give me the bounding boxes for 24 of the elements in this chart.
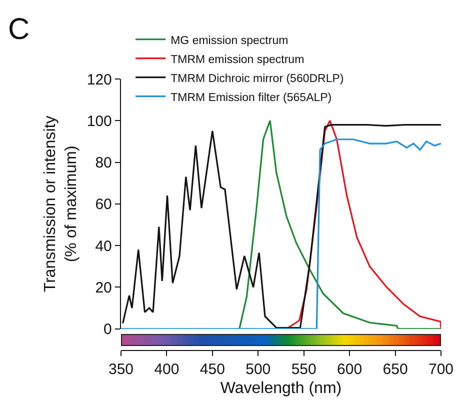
x-tick-label: 400 xyxy=(154,361,180,378)
y-tick-label: 0 xyxy=(104,321,112,338)
x-tick-label: 700 xyxy=(428,361,454,378)
legend-label: TMRM emission spectrum xyxy=(170,54,304,66)
y-axis-title: Transmission or intensity (% of maximum) xyxy=(42,116,80,292)
x-tick-label: 650 xyxy=(382,361,408,378)
line-series xyxy=(286,120,441,329)
y-tick-label: 100 xyxy=(86,112,112,130)
x-tick-label: 600 xyxy=(337,361,362,378)
legend-label: TMRM Dichroic mirror (560DRLP) xyxy=(170,72,344,85)
x-tick-label: 450 xyxy=(200,361,225,378)
text: C xyxy=(8,13,30,46)
y-tick-label: 120 xyxy=(86,71,112,88)
x-axis-title: Wavelength (nm) xyxy=(220,380,342,397)
y-tick-label: 60 xyxy=(95,196,112,214)
legend-label: TMRM Emission filter (565ALP) xyxy=(170,92,332,104)
x-tick-label: 550 xyxy=(291,361,316,378)
x-tick-label: 500 xyxy=(246,361,271,378)
y-tick-label: 40 xyxy=(95,238,112,255)
x-tick-label: 350 xyxy=(108,361,134,378)
legend-label: MG emission spectrum xyxy=(170,34,288,47)
y-tick-label: 80 xyxy=(95,154,112,172)
y-tick-label: 20 xyxy=(95,279,112,296)
line-series xyxy=(238,120,441,329)
